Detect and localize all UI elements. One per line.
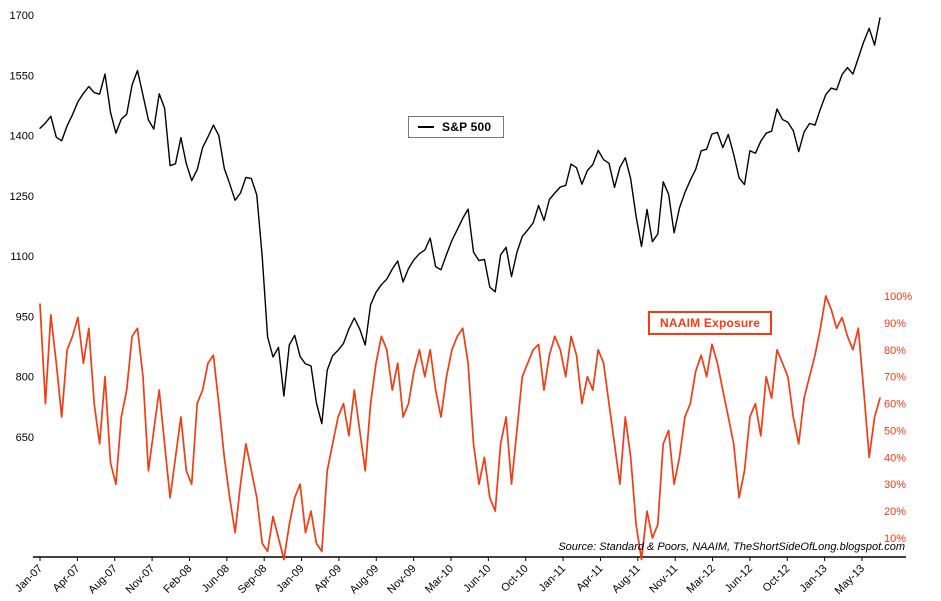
sp500-line-swatch xyxy=(418,126,434,128)
x-tick-label: Sep-08 xyxy=(236,563,270,597)
series-naaim-exposure xyxy=(39,295,881,561)
x-tick-label: Aug-07 xyxy=(86,563,120,597)
x-tick-label: Aug-11 xyxy=(610,563,643,596)
source-note: Source: Standard & Poors, NAAIM, TheShor… xyxy=(558,541,905,553)
x-tick-label: Jan-11 xyxy=(537,563,569,595)
x-tick-label: Jun-12 xyxy=(723,563,755,595)
y-left-tick-label: 1250 xyxy=(10,191,34,203)
x-tick-label: Nov-09 xyxy=(385,563,419,597)
x-tick-label: Jun-10 xyxy=(461,563,493,595)
x-tick-label: Aug-09 xyxy=(348,563,382,597)
x-tick-label: Nov-11 xyxy=(647,563,680,596)
x-tick-label: Oct-10 xyxy=(499,563,531,595)
y-right-tick-label: 60% xyxy=(884,399,906,411)
series-s-p-500 xyxy=(39,17,881,425)
x-tick-label: May-13 xyxy=(833,563,867,597)
y-left-tick-label: 950 xyxy=(16,311,34,323)
legend-label: S&P 500 xyxy=(442,120,492,134)
y-left-tick-label: 650 xyxy=(16,432,34,444)
x-tick-label: Apr-07 xyxy=(51,563,83,595)
y-left-tick-label: 1400 xyxy=(10,131,34,143)
y-right-tick-label: 20% xyxy=(884,506,906,518)
y-right-tick-label: 30% xyxy=(884,479,906,491)
y-right-tick-label: 70% xyxy=(884,372,906,384)
x-tick-label: Mar-12 xyxy=(685,563,718,596)
x-tick-label: Jan-07 xyxy=(13,563,45,595)
x-tick-label: Oct-12 xyxy=(761,563,793,595)
y-left-tick-label: 1700 xyxy=(10,10,34,22)
y-left-tick-label: 800 xyxy=(16,372,34,384)
x-tick-label: Apr-11 xyxy=(574,563,605,594)
y-right-tick-label: 100% xyxy=(884,291,912,303)
x-tick-label: Jan-13 xyxy=(797,563,829,595)
y-right-tick-label: 80% xyxy=(884,345,906,357)
naaim-exposure-label: NAAIM Exposure xyxy=(648,311,773,335)
x-tick-label: Nov-07 xyxy=(124,563,158,597)
x-tick-label: Mar-10 xyxy=(423,563,456,596)
x-tick-label: Feb-08 xyxy=(161,563,194,596)
y-left-tick-label: 1100 xyxy=(10,251,34,263)
y-right-tick-label: 50% xyxy=(884,425,906,437)
y-right-tick-label: 10% xyxy=(884,533,906,545)
legend-sp500: S&P 500 xyxy=(408,116,505,138)
x-tick-label: Jun-08 xyxy=(200,563,232,595)
x-tick-label: Jan-09 xyxy=(274,563,306,595)
y-right-tick-label: 40% xyxy=(884,452,906,464)
y-left-tick-label: 1550 xyxy=(10,70,34,82)
x-tick-label: Apr-09 xyxy=(312,563,344,595)
y-right-tick-label: 90% xyxy=(884,318,906,330)
